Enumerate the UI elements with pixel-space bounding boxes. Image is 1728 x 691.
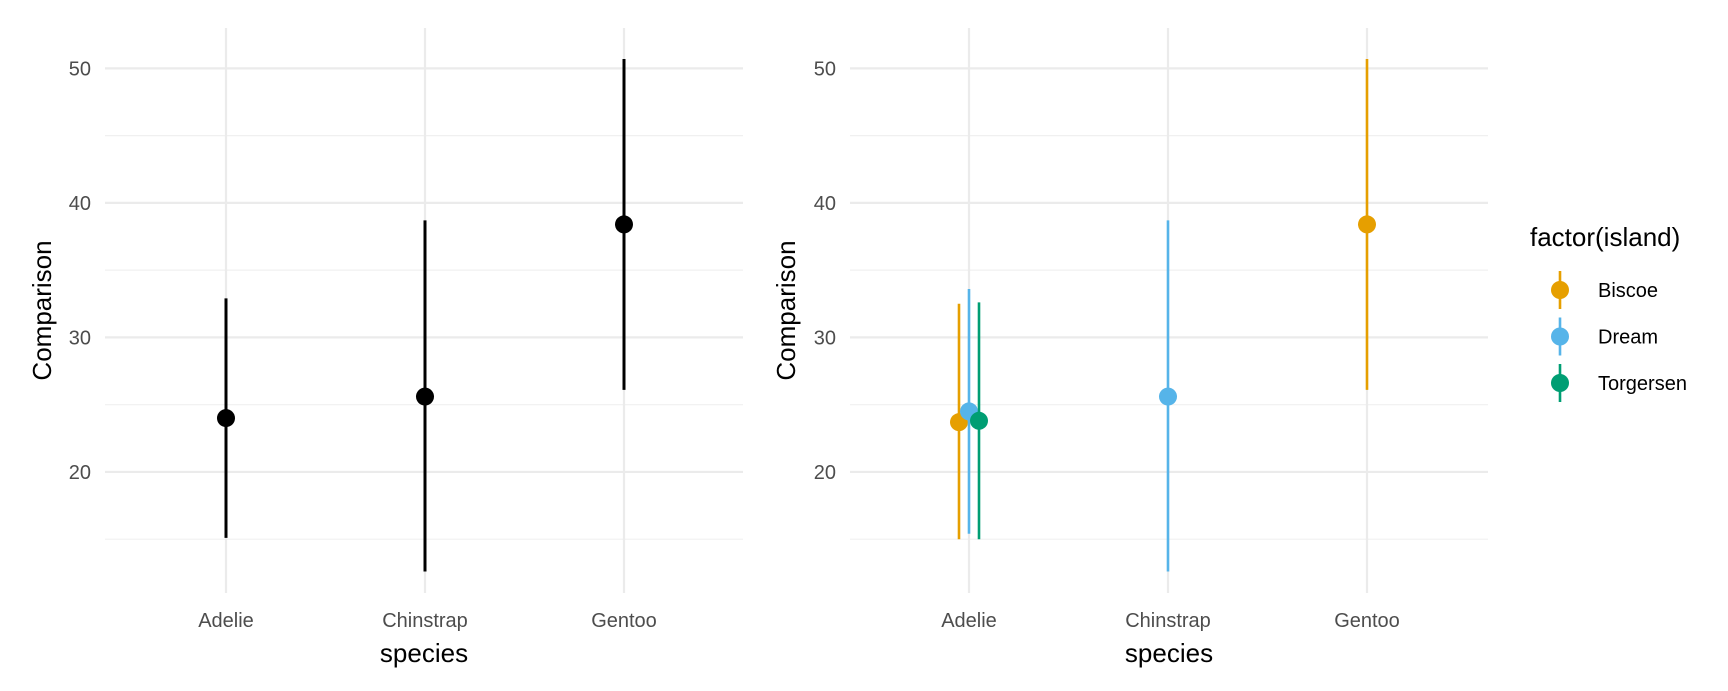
x-tick-label: Adelie: [941, 610, 997, 632]
left-panel: 20 30 40 50 Adelie Chinstrap Gentoo species Comp…: [27, 28, 743, 668]
legend-label: Dream: [1598, 327, 1658, 349]
x-tick-label: Adelie: [198, 610, 254, 632]
point-estimate: [615, 215, 633, 234]
y-tick-label: 20: [69, 462, 91, 484]
y-axis-title: Comparison: [771, 240, 801, 380]
right-panel: 20 30 40 50 Adelie Chinstrap Gentoo species Comp…: [771, 28, 1488, 668]
point-estimate: [1159, 387, 1177, 406]
legend-label: Biscoe: [1598, 280, 1658, 302]
y-tick-label: 30: [69, 327, 91, 349]
y-tick-label: 20: [814, 462, 836, 484]
y-tick-label: 50: [69, 58, 91, 80]
x-tick-label: Gentoo: [591, 610, 657, 632]
legend-key-point: [1551, 327, 1569, 346]
legend-label: Torgersen: [1598, 373, 1687, 395]
point-estimate: [1358, 215, 1376, 234]
y-tick-label: 40: [69, 193, 91, 215]
point-estimate: [217, 409, 235, 428]
x-tick-label: Gentoo: [1334, 610, 1400, 632]
y-tick-label: 50: [814, 58, 836, 80]
point-estimate: [970, 411, 988, 430]
x-axis-title: species: [1125, 638, 1213, 668]
legend-key-point: [1551, 281, 1569, 299]
x-axis-title: species: [380, 638, 468, 668]
y-tick-label: 40: [814, 193, 836, 215]
x-tick-label: Chinstrap: [1125, 610, 1211, 632]
point-estimate: [416, 387, 434, 406]
y-axis-title: Comparison: [27, 240, 57, 380]
legend: factor(island) Biscoe Dream Torgersen: [1530, 222, 1687, 402]
x-tick-label: Chinstrap: [382, 610, 468, 632]
legend-key-point: [1551, 374, 1569, 392]
y-tick-label: 30: [814, 327, 836, 349]
legend-title: factor(island): [1530, 222, 1680, 252]
